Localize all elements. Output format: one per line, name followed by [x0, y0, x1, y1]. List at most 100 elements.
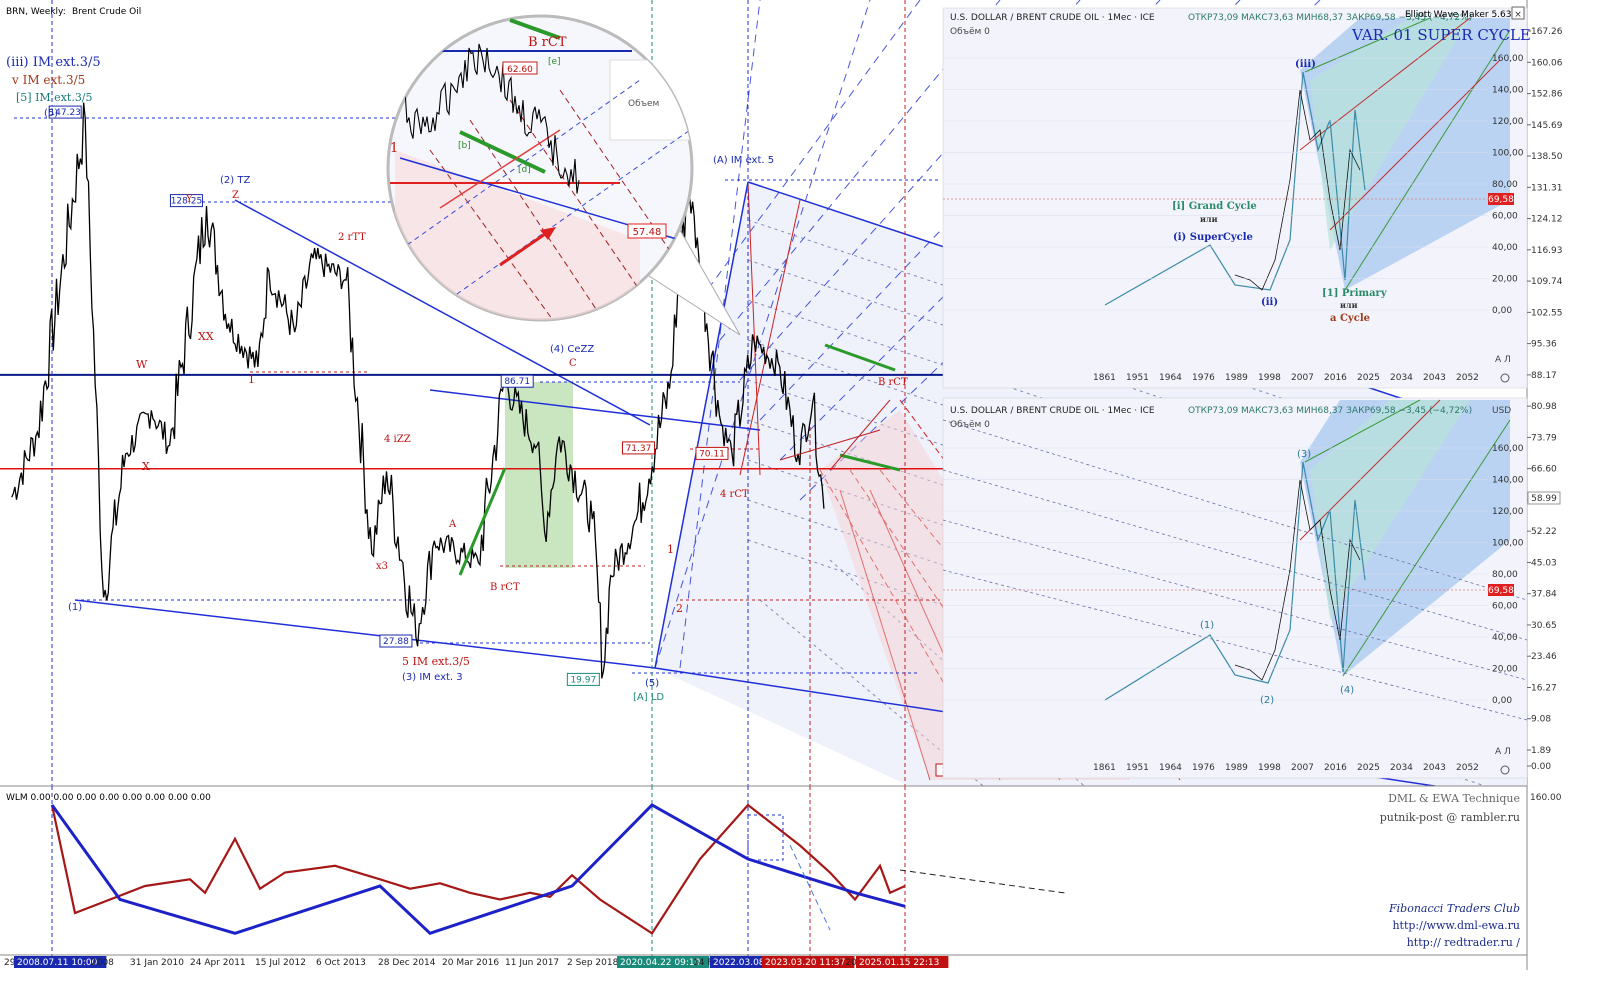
time-label-2: 2008 [91, 958, 114, 968]
variant-title: VAR. 01 SUPER CYCLE [1351, 26, 1531, 44]
wave-label-11: 1 [248, 373, 255, 386]
inset-bottom-settings-icon[interactable] [1500, 765, 1510, 775]
wave-label-14: x3 [376, 561, 388, 572]
wave-label-21: (5) [645, 678, 659, 689]
footer-dml-link[interactable]: http://www.dml-ewa.ru [1392, 919, 1520, 932]
time-label-15: l 20 [840, 958, 857, 968]
price-tick: 9.08 [1531, 715, 1551, 725]
green-zone [505, 382, 573, 568]
price-tick: 45.03 [1531, 558, 1557, 568]
time-label-8: 20 Mar 2016 [442, 958, 499, 968]
chart-symbol: BRN, Weekly: [6, 7, 66, 17]
mag-label-57: 57.48 [633, 227, 662, 238]
inset_bottom-y-tick-8: 0,00 [1492, 696, 1512, 706]
inset-top-ohlc: ОТКР73,09 МАКС73,63 МИН68,37 ЗАКР69,58 −… [1188, 13, 1472, 23]
inset_top-x-tick-2: 1964 [1159, 373, 1182, 383]
wave-label-16: C [569, 358, 577, 369]
inset_top-x-tick-11: 2052 [1456, 373, 1479, 383]
wlm-blue-series [50, 803, 906, 936]
price-tick: 124.12 [1531, 215, 1563, 225]
wave-label-6: Z [232, 190, 239, 201]
time-label-4: 24 Apr 2011 [190, 958, 246, 968]
price-tick: 16.27 [1531, 683, 1557, 693]
price-tick: 131.31 [1531, 183, 1563, 193]
footer-redtrader-link[interactable]: http:// redtrader.ru / [1407, 936, 1521, 949]
red-marker-lines [250, 371, 940, 601]
mag-label-d: [d] [518, 165, 531, 175]
wlm-panel: WLM 0.00 0.00 0.00 0.00 0.00 0.00 0.00 0… [6, 786, 1562, 960]
value-box-3: 27.88 [379, 634, 413, 648]
inset_top-y-tick-5: 60,00 [1492, 212, 1518, 222]
inset-top-labels: (iii) [i] Grand Cycle или (i) SuperCycle (ii… [1172, 59, 1388, 324]
price-tick: 73.79 [1531, 433, 1557, 443]
inset-bottom-log-toggle[interactable]: A Л [1495, 747, 1511, 757]
mag-label-b: [b] [458, 141, 471, 151]
magnifier: Объем 57.48 B rCT [e] [386, 14, 741, 336]
inset_bottom-x-tick-9: 2034 [1390, 763, 1413, 773]
value-box-label: 147.23 [49, 108, 81, 118]
inset_bottom-y-tick-2: 120,00 [1492, 507, 1524, 517]
price-tick: 30.65 [1531, 621, 1557, 631]
inset-bottom-labels: (3) (1) (2) (4) [1200, 449, 1354, 706]
value-box-label: 27.88 [383, 637, 409, 647]
value-box-0: 147.23 [48, 105, 82, 119]
wave-label-12: (1) [68, 602, 82, 613]
time-label-14: 2023.03.20 11:37 [765, 958, 845, 968]
value-box-label: 70.11 [699, 449, 725, 459]
wave-label-22: [A] LD [633, 692, 664, 703]
inset_top-y-tick-2: 120,00 [1492, 117, 1524, 127]
inset-bottom-title: U.S. DOLLAR / BRENT CRUDE OIL · 1Мес · I… [950, 406, 1155, 416]
value-box-label: 86.71 [504, 377, 530, 387]
price-tick: 152.86 [1531, 90, 1563, 100]
inset-top-label-1: [i] Grand Cycle [1172, 201, 1257, 212]
inset-top: 69,58 U.S. DOLLAR / BRENT CRUDE OIL · 1М… [942, 7, 1531, 389]
inset_top-x-tick-5: 1998 [1258, 373, 1281, 383]
inset-top-x-axis: 1861 1951 1964 1976 1989 1998 2007 2016 2025 2034… [1093, 373, 1479, 383]
wave-label-25: 1 [667, 543, 674, 556]
inset_bottom-x-tick-3: 1976 [1192, 763, 1215, 773]
close-button[interactable] [1511, 6, 1525, 20]
wave-label-4: (2) TZ [220, 175, 250, 186]
mag-label-e: [e] [548, 57, 561, 67]
inset-top-label-5: [1] Primary [1322, 288, 1388, 299]
inset-bottom-label-0: (3) [1297, 449, 1311, 460]
price-tick: 66.60 [1531, 465, 1557, 475]
value-box-1: 128.25 [169, 194, 203, 208]
wave-label-5: Y [185, 194, 193, 205]
time-label-0: 29 [4, 958, 16, 968]
price-tick: 88.17 [1531, 371, 1557, 381]
wave-label-0: (iii) IM ext.3/5 [6, 55, 101, 70]
price-tick: 145.69 [1531, 121, 1563, 131]
time-label-13: 2022.03.08 [713, 958, 765, 968]
price-tick: 109.74 [1531, 277, 1563, 287]
price-tick: 0.00 [1531, 762, 1551, 772]
inset_top-y-tick-6: 40,00 [1492, 243, 1518, 253]
marker-lines [14, 117, 940, 674]
inset-bottom-volume: Объём 0 [950, 420, 990, 430]
inset_bottom-y-tick-6: 40,00 [1492, 633, 1518, 643]
inset_bottom-x-tick-10: 2043 [1423, 763, 1446, 773]
value-box-7: 70.11 [695, 446, 729, 460]
inset_bottom-y-tick-7: 20,00 [1492, 665, 1518, 675]
wave-label-3: (5) [44, 108, 58, 119]
inset_top-x-tick-7: 2016 [1324, 373, 1347, 383]
inset_bottom-y-tick-5: 60,00 [1492, 602, 1518, 612]
wave-label-26: 2 [676, 602, 683, 615]
wave-label-7: 2 rTT [338, 232, 366, 243]
time-label-10: 2 Sep 2018 [567, 958, 619, 968]
wave-label-9: XX [198, 330, 214, 343]
inset-top-log-toggle[interactable]: A Л [1495, 355, 1511, 365]
inset_top-y-tick-0: 160,00 [1492, 54, 1524, 64]
time-label-7: 28 Dec 2014 [378, 958, 436, 968]
wlm-red-series [50, 803, 906, 935]
inset_bottom-x-tick-1: 1951 [1126, 763, 1149, 773]
inset-top-settings-icon[interactable] [1500, 373, 1510, 383]
time-label-12: 14 F [693, 958, 713, 968]
price-tick: 80.98 [1531, 402, 1557, 412]
time-label-9: 11 Jun 2017 [505, 958, 559, 968]
wave-label-24: 4 rCT [720, 489, 749, 500]
credit-email: putnik-post @ rambler.ru [1380, 811, 1520, 824]
inset-bottom-y-axis: 160,00 140,00 120,00 100,00 80,00 60,00 40,00 2… [943, 444, 1524, 706]
